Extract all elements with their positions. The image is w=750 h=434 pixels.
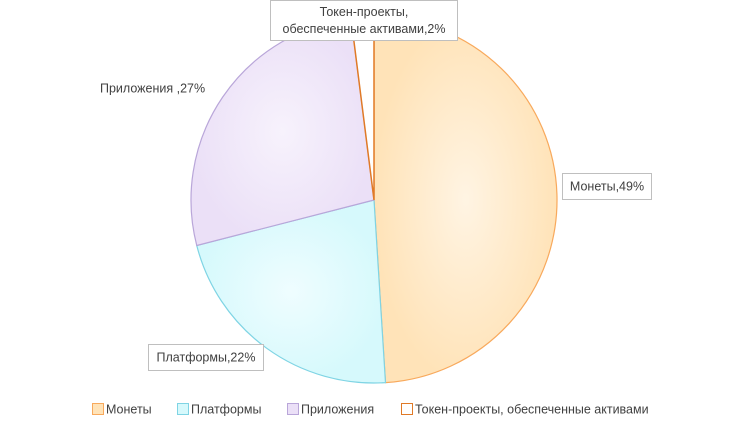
- data-label-asset-backed-tokens: Токен-проекты, обеспеченные активами,2%: [270, 0, 458, 41]
- legend-label: Монеты: [106, 403, 152, 417]
- pie-slice-coins: [373, 16, 558, 384]
- legend-swatch: [177, 403, 189, 415]
- data-label-text: Платформы,22%: [157, 351, 256, 365]
- data-label-text: обеспеченные активами,2%: [283, 22, 446, 36]
- legend-label: Токен-проекты, обеспеченные активами: [415, 403, 649, 417]
- data-label-platforms: Платформы,22%: [148, 344, 264, 371]
- legend-swatch: [287, 403, 299, 415]
- legend-item-asset-backed-tokens: Токен-проекты, обеспеченные активами: [401, 403, 649, 417]
- legend-item-coins: Монеты: [92, 403, 152, 417]
- data-label-text: Токен-проекты,: [320, 5, 409, 19]
- data-label-box: [562, 173, 652, 200]
- data-labels: Монеты,49% Платформы,22% Приложения ,27% То…: [100, 0, 652, 371]
- pie-slices: [190, 16, 558, 384]
- legend-label: Приложения: [301, 403, 374, 417]
- pie-slice-platforms: [196, 199, 387, 384]
- data-label-text: Монеты,49%: [570, 180, 644, 194]
- data-label-coins: Монеты,49%: [562, 173, 652, 200]
- legend-label: Платформы: [191, 403, 261, 417]
- data-label-box: [148, 344, 264, 371]
- data-label-applications: Приложения ,27%: [100, 82, 205, 96]
- legend-item-platforms: Платформы: [177, 403, 261, 417]
- legend-item-applications: Приложения: [287, 403, 374, 417]
- legend-swatch: [92, 403, 104, 415]
- legend-swatch: [401, 403, 413, 415]
- data-label-box: [270, 0, 458, 41]
- data-label-text: Приложения ,27%: [100, 82, 205, 96]
- legend: Монеты Платформы Приложения Токен-проекты, …: [92, 403, 649, 417]
